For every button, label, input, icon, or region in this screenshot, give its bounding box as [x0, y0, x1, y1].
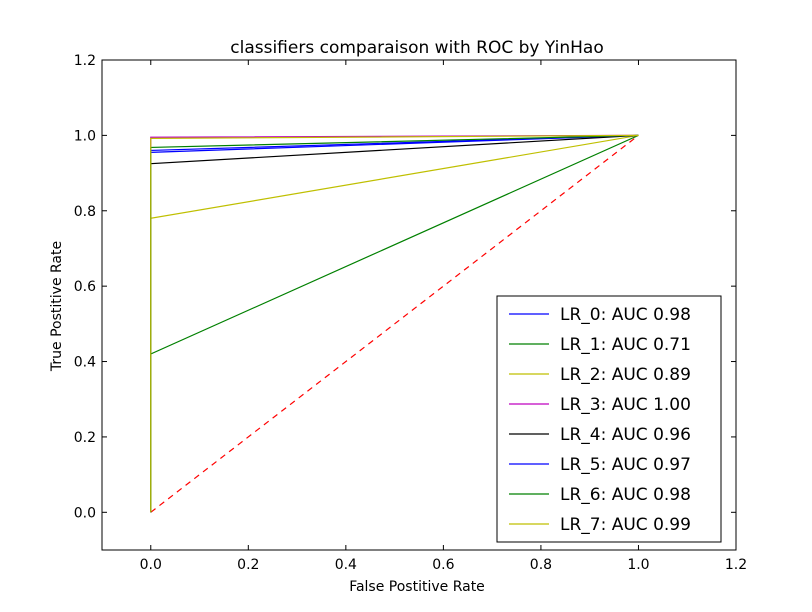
- legend-label-lr-2: LR_2: AUC 0.89: [560, 365, 691, 385]
- legend-label-lr-6: LR_6: AUC 0.98: [560, 485, 691, 505]
- plot-series-group: [150, 134, 639, 513]
- x-tick-label: 0.8: [530, 557, 552, 573]
- x-axis-title: False Postitive Rate: [349, 579, 485, 595]
- legend-label-lr-0: LR_0: AUC 0.98: [560, 305, 691, 325]
- y-tick-label: 0.6: [74, 279, 96, 295]
- x-tick-label: 1.0: [627, 557, 649, 573]
- x-tick-label: 0.0: [140, 557, 162, 573]
- x-tick-label: 0.6: [432, 557, 454, 573]
- x-tick-label: 0.2: [237, 557, 259, 573]
- y-tick-label: 0.2: [74, 430, 96, 446]
- y-tick-label: 0.8: [74, 204, 96, 220]
- y-tick-label: 1.2: [74, 53, 96, 69]
- plot-frame: [101, 59, 737, 551]
- y-tick-label: 0.0: [74, 505, 96, 521]
- chart-title: classifiers comparaison with ROC by YinH…: [230, 38, 604, 58]
- x-tick-label: 1.2: [725, 557, 747, 573]
- y-axis-title: True Postitive Rate: [49, 241, 65, 372]
- series-line-lr-7: [150, 134, 639, 513]
- legend-label-lr-1: LR_1: AUC 0.71: [560, 335, 691, 355]
- legend-label-lr-5: LR_5: AUC 0.97: [560, 455, 691, 475]
- y-tick-label: 0.4: [74, 355, 96, 371]
- chance-reference-line: [150, 134, 639, 513]
- axis-ticks-group: 0.0 0.2 0.4 0.6 0.8 1.0 1.2 0.0 0.2 0.4 0.6 0.8 1.0 1…: [74, 53, 747, 573]
- legend-box: [496, 295, 722, 543]
- x-tick-label: 0.4: [335, 557, 357, 573]
- legend-label-lr-3: LR_3: AUC 1.00: [560, 395, 691, 415]
- legend-label-lr-4: LR_4: AUC 0.96: [560, 425, 691, 445]
- legend-label-lr-7: LR_7: AUC 0.99: [560, 515, 691, 535]
- y-tick-label: 1.0: [74, 128, 96, 144]
- legend: LR_0: AUC 0.98 LR_1: AUC 0.71 LR_2: AUC 0.…: [496, 295, 722, 543]
